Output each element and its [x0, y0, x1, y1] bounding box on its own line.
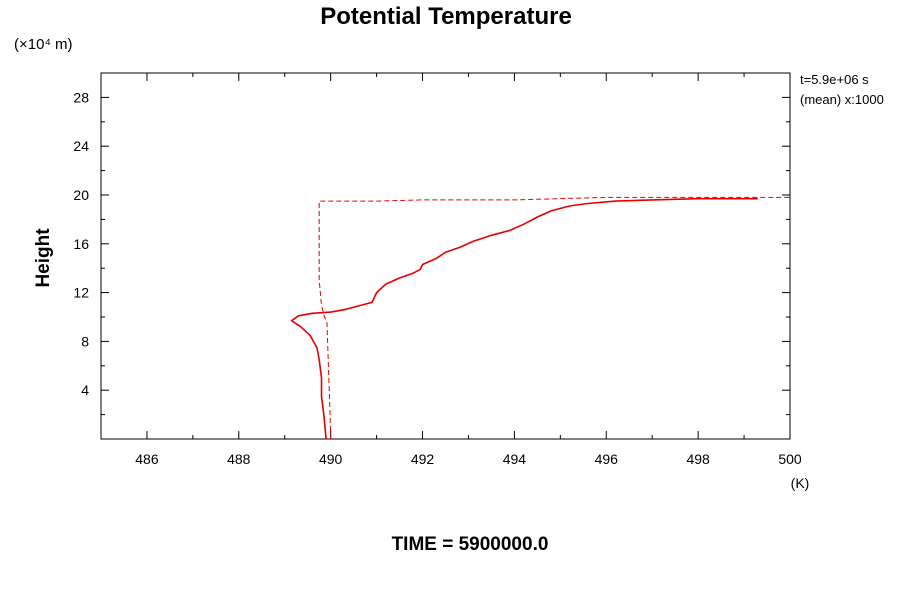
- annotation-time: t=5.9e+06 s: [800, 72, 869, 87]
- plot-frame: [100, 72, 791, 440]
- x-tick-label: 498: [686, 451, 710, 467]
- annotation-mean: (mean) x:1000: [800, 92, 884, 107]
- series-line-solid: [290, 197, 758, 440]
- x-tick-label: 486: [135, 451, 159, 467]
- series-layer: [290, 196, 790, 440]
- y-tick-label: 24: [73, 138, 89, 154]
- x-tick-label: 490: [319, 451, 343, 467]
- x-tick-label: 496: [595, 451, 619, 467]
- y-tick-label: 12: [73, 285, 89, 301]
- y-tick-label: 16: [73, 236, 89, 252]
- footer-time: TIME = 5900000.0: [392, 534, 549, 555]
- y-tick-label: 20: [73, 187, 89, 203]
- ticks-layer: 486 488 490 492 494 496 498 500 4 8 12 16 20 24 28: [73, 73, 802, 467]
- x-tick-label: 488: [227, 451, 251, 467]
- x-axis-unit: (K): [791, 475, 810, 491]
- y-axis-label: Height: [33, 228, 54, 288]
- x-tick-label: 494: [503, 451, 527, 467]
- chart-title: Potential Temperature: [320, 3, 572, 30]
- y-tick-label: 4: [81, 382, 89, 398]
- y-tick-label: 28: [73, 89, 89, 105]
- x-tick-label: 500: [778, 451, 802, 467]
- x-tick-label: 492: [411, 451, 435, 467]
- y-axis-unit: (×10⁴ m): [14, 36, 73, 53]
- y-tick-label: 8: [81, 333, 89, 349]
- series-line-dashed: [318, 196, 790, 440]
